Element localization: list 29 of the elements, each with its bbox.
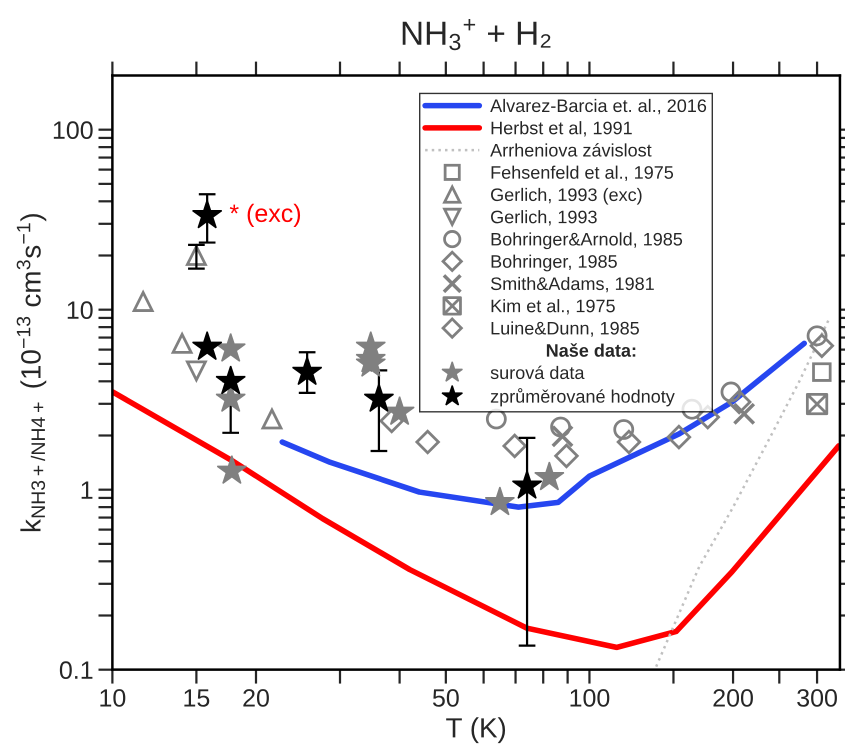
legend-label: Gerlich, 1993 (exc) [491,188,642,205]
legend-label: zprůměrované hodnoty [490,388,675,406]
y-tick-label: 0.1 [60,661,92,679]
y-tick-label: 1 [82,482,92,499]
annotation: * (exc) [230,204,300,228]
x-tick-label: 10 [100,689,126,707]
legend-label: Kim et al., 1975 [492,299,615,314]
x-tick-label: 300 [797,689,837,707]
legend-label: Bohringer, 1985 [492,254,617,272]
legend-label: Arrheniova závislost [490,143,652,157]
y-tick-label: 10 [68,301,93,319]
legend-label: Fehsenfeld et al., 1975 [492,166,674,181]
text: k$_{NH3+/NH4+}$ (10$^{−13}$ cm$^{3}$s$^{−1}$) [16,214,46,532]
chart-title: NH$_{3}$$^{+}$ + H₂ [402,18,550,50]
legend-label: Smith&Adams, 1981 [490,276,654,292]
legend-label: Alvarez-Barcia et. al., 2016 [490,98,706,114]
legend-label: surová data [490,366,584,380]
legend-label: Bohringer&Arnold, 1985 [492,232,682,250]
legend-label: Luine&Dunn, 1985 [492,321,639,337]
text: Naše data: [546,343,636,357]
x-axis-title: T (K) [446,717,506,744]
legend-label: Gerlich, 1993 [491,210,597,226]
x-tick-label: 20 [243,689,269,707]
x-tick-label: 50 [432,689,459,707]
x-tick-label: 15 [184,689,210,707]
x-tick-label: 200 [713,689,753,707]
legend-label: Herbst et al, 1991 [492,121,632,136]
y-tick-label: 100 [54,121,93,139]
x-tick-label: 100 [570,689,610,707]
